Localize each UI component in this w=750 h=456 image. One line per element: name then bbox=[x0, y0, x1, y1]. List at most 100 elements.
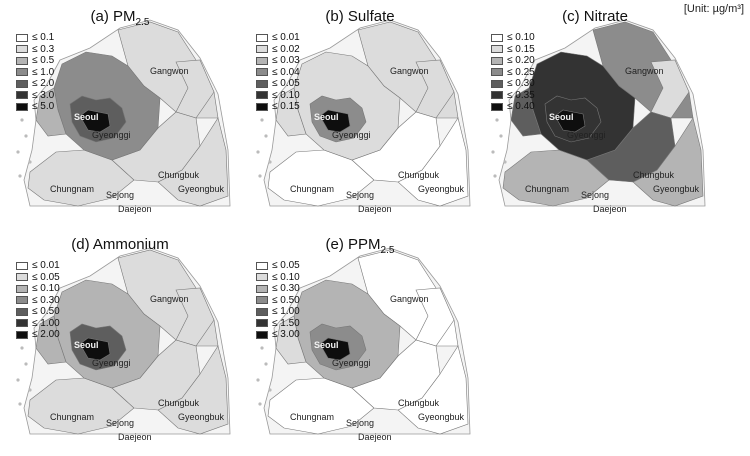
place-label-chungnam: Chungnam bbox=[290, 184, 335, 194]
region-gyeongbuk bbox=[632, 117, 704, 207]
legend-swatch bbox=[16, 273, 28, 282]
place-label-gangwon: Gangwon bbox=[390, 294, 429, 304]
place-label-gyeonggi: Gyeonggi bbox=[332, 358, 371, 368]
region-chungnam bbox=[27, 377, 135, 435]
island bbox=[499, 134, 503, 138]
place-label-gangwon: Gangwon bbox=[625, 66, 664, 76]
legend-label: ≤ 0.10 bbox=[272, 271, 300, 283]
region-west bbox=[510, 87, 542, 137]
legend-item: ≤ 0.04 bbox=[256, 67, 300, 79]
legend-label: ≤ 0.04 bbox=[272, 66, 300, 78]
legend-item: ≤ 0.1 bbox=[16, 32, 54, 44]
legend-swatch bbox=[256, 273, 268, 282]
legend-swatch bbox=[491, 33, 503, 42]
legend-label: ≤ 3.0 bbox=[32, 89, 55, 101]
place-label-chungnam: Chungnam bbox=[50, 412, 95, 422]
legend-swatch bbox=[256, 319, 268, 328]
panel-title: (d) Ammonium bbox=[0, 236, 240, 253]
legend-swatch bbox=[16, 91, 28, 100]
legend-item: ≤ 2.00 bbox=[16, 329, 60, 341]
legend-swatch bbox=[16, 307, 28, 316]
panel-title-main: (d) Ammonium bbox=[71, 236, 169, 253]
legend-swatch bbox=[491, 56, 503, 65]
legend-item: ≤ 1.50 bbox=[256, 318, 300, 330]
legend-label: ≤ 0.35 bbox=[507, 89, 535, 101]
legend-label: ≤ 0.1 bbox=[32, 32, 55, 43]
place-label-daejeon: Daejeon bbox=[358, 432, 392, 442]
place-label-daejeon: Daejeon bbox=[118, 432, 152, 442]
place-label-daejeon: Daejeon bbox=[358, 204, 392, 214]
island bbox=[18, 174, 22, 178]
panel-title-subscript: 2.5 bbox=[380, 245, 395, 256]
choropleth-map bbox=[256, 19, 471, 207]
island bbox=[495, 118, 499, 122]
legend-item: ≤ 0.05 bbox=[16, 272, 60, 284]
panel-title-main: (e) PPM bbox=[325, 236, 381, 253]
region-seoul bbox=[79, 109, 111, 133]
legend-label: ≤ 5.0 bbox=[32, 101, 55, 112]
legend-item: ≤ 0.50 bbox=[16, 306, 60, 318]
place-label-gangwon: Gangwon bbox=[150, 66, 189, 76]
legend-label: ≤ 0.05 bbox=[272, 260, 300, 271]
island bbox=[268, 160, 272, 164]
island bbox=[20, 346, 24, 350]
region-gyeongbuk bbox=[157, 345, 229, 435]
legend-label: ≤ 0.15 bbox=[507, 43, 535, 55]
choropleth-map bbox=[491, 19, 706, 207]
place-label-chungbuk: Chungbuk bbox=[398, 170, 440, 180]
island bbox=[264, 134, 268, 138]
place-label-sejong: Sejong bbox=[106, 190, 135, 200]
region-west bbox=[275, 87, 307, 137]
island bbox=[256, 150, 260, 154]
legend-label: ≤ 0.05 bbox=[272, 78, 300, 89]
place-label-seoul: Seoul bbox=[74, 112, 99, 122]
place-label-gyeonggi: Gyeonggi bbox=[92, 358, 131, 368]
island bbox=[258, 174, 262, 178]
legend-item: ≤ 0.03 bbox=[256, 55, 300, 67]
legend-swatch bbox=[256, 330, 268, 339]
region-gyeongbuk bbox=[397, 345, 469, 435]
legend-item: ≤ 0.05 bbox=[256, 78, 300, 90]
legend-swatch bbox=[16, 33, 28, 42]
legend-item: ≤ 0.40 bbox=[491, 101, 535, 113]
legend-item: ≤ 0.10 bbox=[256, 90, 300, 102]
legend-label: ≤ 0.30 bbox=[272, 283, 300, 294]
legend-label: ≤ 0.01 bbox=[32, 260, 60, 271]
region-chungnam bbox=[27, 149, 135, 207]
island bbox=[20, 118, 24, 122]
map-panel: (a) PM2.5 ≤ 0.1 ≤ 0.3 ≤ 0.5 ≤ 1.0 ≤ 2.0 ≤ 3.0 ≤… bbox=[0, 0, 240, 218]
island bbox=[493, 174, 497, 178]
region-west bbox=[275, 315, 307, 365]
place-label-chungbuk: Chungbuk bbox=[158, 170, 200, 180]
legend-swatch bbox=[256, 102, 268, 111]
island bbox=[24, 362, 28, 366]
legend: ≤ 0.1 ≤ 0.3 ≤ 0.5 ≤ 1.0 ≤ 2.0 ≤ 3.0 ≤ 5.0 bbox=[16, 32, 54, 113]
legend-swatch bbox=[256, 79, 268, 88]
legend-swatch bbox=[16, 261, 28, 270]
panel-title-main: (b) Sulfate bbox=[325, 8, 395, 25]
place-label-gyeongbuk: Gyeongbuk bbox=[418, 184, 465, 194]
legend-swatch bbox=[256, 261, 268, 270]
legend-item: ≤ 0.30 bbox=[256, 283, 300, 295]
legend-swatch bbox=[16, 79, 28, 88]
legend-item: ≤ 0.30 bbox=[491, 78, 535, 90]
legend-label: ≤ 0.05 bbox=[32, 271, 60, 283]
island bbox=[491, 150, 495, 154]
region-west bbox=[35, 87, 67, 137]
place-label-gyeonggi: Gyeonggi bbox=[567, 130, 606, 140]
place-label-chungnam: Chungnam bbox=[290, 412, 335, 422]
legend-item: ≤ 0.50 bbox=[256, 295, 300, 307]
legend-label: ≤ 2.0 bbox=[32, 78, 55, 89]
legend-swatch bbox=[16, 102, 28, 111]
legend-item: ≤ 0.20 bbox=[491, 55, 535, 67]
region-gyeongbuk bbox=[157, 117, 229, 207]
region-seoul bbox=[319, 337, 351, 361]
region-seoul bbox=[79, 337, 111, 361]
legend-label: ≤ 0.02 bbox=[272, 43, 300, 55]
legend-item: ≤ 0.5 bbox=[16, 55, 54, 67]
legend-item: ≤ 0.15 bbox=[256, 101, 300, 113]
island bbox=[24, 134, 28, 138]
legend-swatch bbox=[491, 91, 503, 100]
legend-item: ≤ 0.30 bbox=[16, 295, 60, 307]
panel-title: (c) Nitrate bbox=[475, 8, 715, 25]
